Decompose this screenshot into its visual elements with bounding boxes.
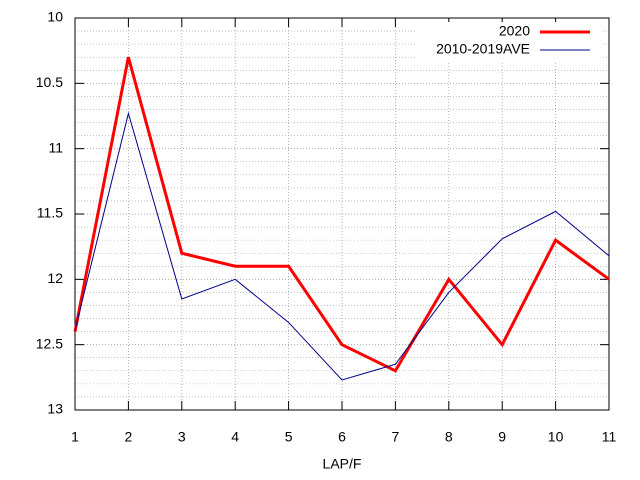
y-tick-label: 12.5 [36,335,63,351]
legend-label: 2020 [499,23,530,39]
x-tick-label: 3 [178,429,186,445]
x-tick-label: 5 [285,429,293,445]
x-tick-label: 8 [445,429,453,445]
x-tick-label: 10 [548,429,564,445]
line-series [74,111,610,381]
legend-label: 2010-2019AVE [436,41,530,57]
y-tick-label: 11 [48,139,63,155]
y-tick-label: 13 [47,401,63,417]
x-tick-label: 6 [338,429,346,445]
y-tick-label: 11.5 [37,205,63,221]
x-tick-label: 7 [392,429,400,445]
y-tick-label: 10 [47,9,63,25]
x-axis-label: LAP/F [323,456,362,472]
x-tick-label: 1 [71,429,79,445]
y-tick-label: 10.5 [36,74,63,90]
y-tick-label: 12 [47,270,63,286]
legend-box [415,22,601,62]
x-tick-label: 4 [231,429,239,445]
plot-frame [74,17,610,411]
x-tick-label: 11 [602,429,617,445]
line-series [73,56,610,373]
x-tick-label: 2 [125,429,133,445]
x-tick-label: 9 [498,429,506,445]
